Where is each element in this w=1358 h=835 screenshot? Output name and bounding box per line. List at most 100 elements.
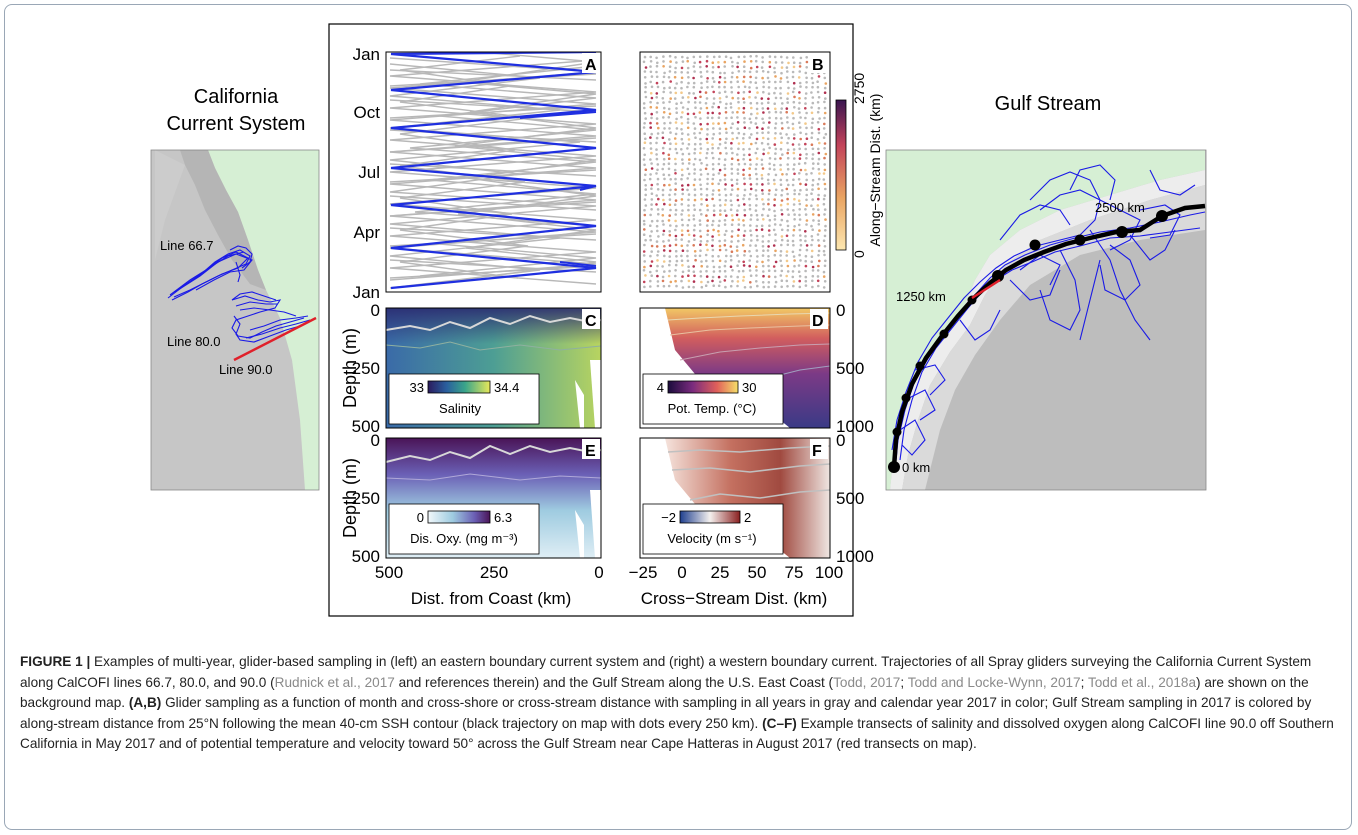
panel-b-sample-dot bbox=[792, 100, 796, 104]
panel-b-sample-dot bbox=[731, 60, 734, 64]
caption-ref-todd-locke-wynn[interactable]: Todd and Locke-Wynn, 2017 bbox=[907, 674, 1081, 690]
panel-b-sample-dot bbox=[674, 71, 677, 74]
panel-b-sample-dot bbox=[748, 177, 752, 180]
caption-ref-todd-2017[interactable]: Todd, 2017 bbox=[833, 674, 901, 690]
panel-b-sample-dot bbox=[812, 162, 815, 165]
panel-b-sample-dot bbox=[717, 162, 721, 166]
panel-b-sample-dot bbox=[681, 162, 685, 165]
panel-b-sample-dot bbox=[711, 248, 715, 252]
panel-b-sample-dot bbox=[699, 137, 702, 141]
panel-b-sample-dot bbox=[718, 55, 721, 58]
panel-b-sample-dot bbox=[693, 127, 697, 130]
panel-b-sample-dot bbox=[792, 167, 795, 171]
panel-b-sample-dot bbox=[792, 87, 796, 90]
panel-b-sample-dot bbox=[755, 234, 759, 238]
panel-b-sample-dot bbox=[692, 85, 696, 89]
panel-b-sample-dot bbox=[818, 141, 821, 145]
panel-b-sample-dot bbox=[755, 107, 759, 111]
panel-b-sample-dot bbox=[804, 213, 808, 216]
caption-ref-rudnick[interactable]: Rudnick et al., 2017 bbox=[274, 674, 395, 690]
panel-b-sample-dot bbox=[743, 286, 747, 289]
caption-ref-todd-2018a[interactable]: Todd et al., 2018a bbox=[1087, 674, 1197, 690]
panel-b-sample-dot bbox=[657, 197, 660, 201]
panel-b-sample-dot bbox=[817, 157, 821, 161]
panel-b-sample-dot bbox=[768, 146, 771, 150]
panel-b-sample-dot bbox=[693, 157, 697, 161]
panel-b-sample-dot bbox=[656, 250, 660, 253]
panel-b-sample-dot bbox=[700, 127, 703, 131]
panel-b-sample-dot bbox=[743, 229, 747, 233]
panel-b-sample-dot bbox=[706, 229, 710, 233]
panel-b-sample-dot bbox=[748, 147, 751, 151]
map-label-2500km: 2500 km bbox=[1095, 200, 1145, 215]
panel-b-sample-dot bbox=[804, 239, 807, 243]
panel-b-sample-dot bbox=[767, 269, 771, 273]
panel-b-sample-dot bbox=[816, 233, 820, 236]
panel-b-sample-dot bbox=[668, 259, 672, 263]
panel-b-sample-dot bbox=[749, 254, 753, 258]
panel-b-sample-dot bbox=[779, 96, 783, 100]
panel-b-sample-dot bbox=[774, 239, 777, 242]
panel-b-sample-dot bbox=[675, 102, 678, 105]
panel-b-sample-dot bbox=[650, 96, 654, 100]
panel-b-sample-dot bbox=[655, 122, 659, 125]
panel-b-sample-dot bbox=[749, 60, 753, 63]
panel-b-sample-dot bbox=[762, 121, 765, 124]
panel-b-sample-dot bbox=[785, 254, 788, 257]
panel-b-sample-dot bbox=[810, 235, 814, 238]
panel-b-sample-dot bbox=[643, 285, 646, 289]
panel-b-sample-dot bbox=[792, 65, 796, 69]
panel-b-sample-dot bbox=[718, 142, 722, 146]
panel-b-sample-dot bbox=[680, 233, 684, 237]
panel-b-sample-dot bbox=[681, 192, 684, 196]
panel-b-sample-dot bbox=[804, 142, 807, 146]
panel-b-sample-dot bbox=[754, 122, 758, 125]
panel-b-sample-dot bbox=[768, 218, 772, 222]
panel-b-sample-dot bbox=[698, 254, 702, 258]
figure-graphic: California Current System Line 66.7 Line… bbox=[150, 23, 1207, 617]
panel-b-sample-dot bbox=[730, 162, 734, 166]
panel-b-sample-dot bbox=[724, 55, 728, 58]
panel-b-sample-dot bbox=[780, 66, 784, 69]
panel-b-sample-dot bbox=[663, 270, 666, 273]
panel-b-sample-dot bbox=[643, 163, 646, 167]
panel-b: B 2750 0 Along−Stream Dist. (km) bbox=[639, 51, 883, 293]
panel-b-sample-dot bbox=[673, 168, 677, 172]
panel-b-sample-dot bbox=[723, 163, 726, 167]
panel-b-sample-dot bbox=[661, 214, 665, 217]
panel-b-sample-dot bbox=[705, 259, 708, 263]
panel-b-sample-dot bbox=[723, 158, 727, 161]
panel-b-sample-dot bbox=[687, 96, 690, 99]
panel-b-sample-dot bbox=[692, 234, 696, 237]
panel-b-sample-dot bbox=[779, 178, 783, 182]
panel-b-sample-dot bbox=[643, 111, 647, 115]
panel-b-sample-dot bbox=[823, 106, 827, 110]
panel-b-sample-dot bbox=[724, 111, 728, 114]
panel-b-sample-dot bbox=[748, 269, 752, 272]
panel-b-sample-dot bbox=[762, 90, 765, 94]
panel-b-sample-dot bbox=[711, 223, 714, 227]
panel-b-sample-dot bbox=[817, 239, 820, 242]
panel-b-sample-dot bbox=[786, 285, 789, 288]
panel-b-sample-dot bbox=[817, 151, 821, 155]
panel-b-sample-dot bbox=[762, 218, 765, 221]
panel-b-sample-dot bbox=[737, 228, 740, 232]
panel-d: D 4 30 Pot. Temp. (°C) bbox=[639, 307, 831, 429]
panel-b-sample-dot bbox=[737, 223, 741, 226]
panel-b-sample-dot bbox=[711, 76, 715, 80]
map-label-1250km: 1250 km bbox=[896, 289, 946, 304]
panel-b-sample-dot bbox=[686, 244, 689, 247]
panel-b-sample-dot bbox=[687, 76, 690, 79]
panel-b-sample-dot bbox=[692, 285, 695, 289]
gulf-stream-map bbox=[886, 150, 1206, 490]
panel-b-sample-dot bbox=[743, 60, 746, 63]
panel-b-sample-dot bbox=[773, 182, 776, 186]
panel-b-sample-dot bbox=[723, 188, 727, 191]
panel-b-sample-dot bbox=[674, 142, 678, 146]
panel-b-sample-dot bbox=[699, 123, 702, 126]
panel-b-sample-dot bbox=[692, 122, 696, 125]
panel-b-sample-dot bbox=[730, 178, 733, 182]
panel-b-sample-dot bbox=[792, 61, 796, 64]
panel-b-sample-dot bbox=[717, 224, 721, 227]
panel-b-sample-dot bbox=[706, 111, 710, 115]
